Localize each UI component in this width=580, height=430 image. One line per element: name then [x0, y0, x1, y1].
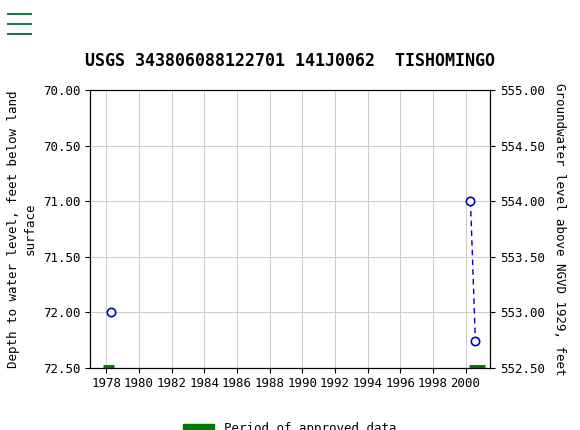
- FancyBboxPatch shape: [5, 4, 37, 46]
- Text: USGS 343806088122701 141J0062  TISHOMINGO: USGS 343806088122701 141J0062 TISHOMINGO: [85, 52, 495, 70]
- Legend: Period of approved data: Period of approved data: [178, 418, 402, 430]
- Text: USGS: USGS: [44, 13, 121, 37]
- Y-axis label: Depth to water level, feet below land
surface: Depth to water level, feet below land su…: [7, 90, 37, 368]
- Y-axis label: Groundwater level above NGVD 1929, feet: Groundwater level above NGVD 1929, feet: [553, 83, 566, 375]
